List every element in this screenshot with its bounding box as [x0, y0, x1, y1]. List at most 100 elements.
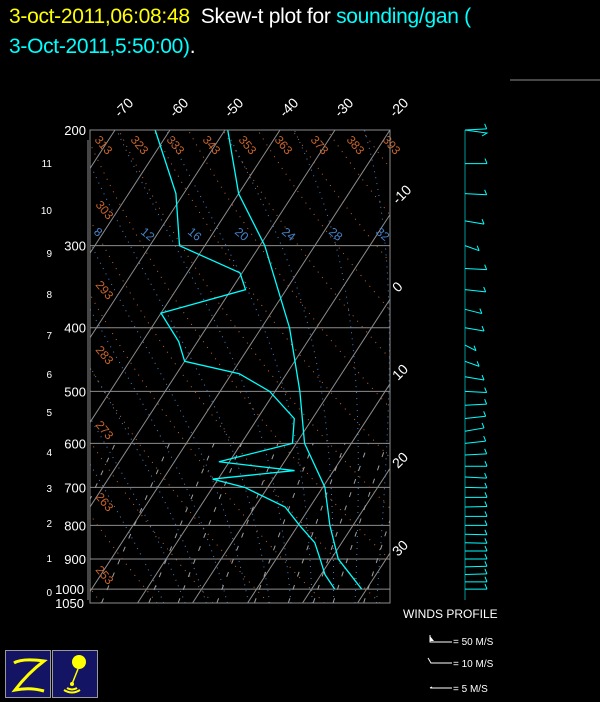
- dry-adiabat-label: 353: [236, 133, 260, 158]
- wind-barb-tick: [484, 448, 488, 455]
- sounding-source: sounding/gan (: [336, 5, 471, 28]
- pressure-tick-label: 900: [64, 552, 86, 567]
- isotherm: [192, 298, 390, 603]
- height-tick-label: 11: [42, 159, 53, 170]
- wind-barb-tick: [484, 545, 488, 552]
- wind-barb: [464, 220, 485, 225]
- dry-adiabat: [153, 130, 390, 459]
- wind-barb-tick: [484, 583, 488, 590]
- isotherm-label: -30: [331, 94, 357, 120]
- title-text: Skew-t plot for: [200, 5, 331, 28]
- moist-adiabat: [116, 130, 292, 603]
- wind-barb: [464, 486, 487, 489]
- wind-barb: [464, 193, 487, 196]
- isotherm: [0, 130, 5, 603]
- mixing-ratio-line: [101, 443, 170, 603]
- wind-barb-tick: [481, 422, 485, 429]
- wind-barb-tick: [473, 345, 477, 351]
- pressure-tick-label: 200: [64, 123, 86, 138]
- wind-barb-tick: [484, 398, 488, 405]
- height-tick-label: 4: [46, 448, 52, 459]
- isotherm: [90, 130, 281, 424]
- wind-barb: [464, 308, 482, 315]
- isotherm-label: 0: [389, 278, 406, 295]
- moist-adiabat: [90, 241, 250, 603]
- wind-barb: [464, 360, 480, 367]
- dry-adiabat: [0, 130, 46, 603]
- pressure-tick-label: 1050: [55, 596, 84, 611]
- height-tick-label: 6: [46, 370, 52, 381]
- mixing-ratio-line: [363, 518, 390, 603]
- wind-barb: [464, 327, 485, 332]
- moist-adiabat: [90, 416, 186, 603]
- wind-barb: [464, 245, 480, 252]
- isotherm: [90, 130, 116, 170]
- isotherm-label: 10: [389, 361, 411, 383]
- wind-barb: [464, 128, 487, 131]
- chart-title: 3-oct-2011,06:08:48 Skew-t plot for soun…: [9, 2, 599, 62]
- mixing-ratio-line: [332, 443, 388, 603]
- isotherm: [0, 130, 60, 603]
- mixing-ratio-line: [177, 443, 243, 603]
- wind-barb-tick: [484, 568, 488, 575]
- pressure-tick-label: 1000: [55, 582, 84, 597]
- isotherm-label: -60: [166, 94, 192, 120]
- wind-barb: [464, 415, 486, 420]
- pressure-tick-label: 800: [64, 518, 86, 533]
- height-tick-label: 1: [46, 554, 52, 565]
- wind-barb: [464, 427, 485, 432]
- mixing-ratio-line: [216, 443, 279, 603]
- wind-barb-tick: [484, 561, 488, 567]
- pressure-tick-label: 500: [64, 384, 86, 399]
- dry-adiabat: [326, 130, 390, 216]
- isotherm-label: -70: [111, 94, 137, 120]
- wind-barb: [464, 505, 487, 508]
- wind-barb-tick: [479, 308, 483, 314]
- z-logo[interactable]: [5, 650, 51, 698]
- wind-barb-tick: [483, 435, 487, 442]
- dewpoint-profile: [154, 130, 336, 590]
- wind-barb: [464, 440, 486, 444]
- dry-adiabat-label: 393: [380, 133, 404, 158]
- dry-adiabat-label: 303: [93, 198, 117, 223]
- dry-adiabat: [90, 141, 390, 561]
- plot-frame: [89, 129, 391, 604]
- height-tick-label: 3: [46, 484, 52, 495]
- wind-barb-tick: [476, 245, 480, 251]
- isotherm: [90, 130, 336, 508]
- legend-10: = 10 M/S: [453, 659, 494, 670]
- dry-adiabat-label: 273: [93, 418, 117, 443]
- isotherm: [302, 467, 390, 603]
- balloon-logo[interactable]: [52, 650, 98, 698]
- dry-adiabat: [90, 587, 102, 603]
- dry-adiabat-label: 383: [344, 133, 368, 158]
- wind-barb-tick: [483, 411, 487, 417]
- height-tick-label: 10: [41, 206, 53, 217]
- mixing-ratio-line: [312, 443, 369, 603]
- height-tick-label: 2: [46, 519, 52, 530]
- winds-legend-title: WINDS PROFILE: [403, 607, 498, 621]
- isotherm: [413, 130, 600, 603]
- timestamp: 3-oct-2011,06:08:48: [9, 5, 190, 28]
- wind-barb: [464, 289, 486, 293]
- wind-barb-tick: [484, 576, 488, 583]
- wind-barb: [464, 376, 485, 381]
- wind-barb: [464, 344, 477, 352]
- dry-adiabat: [90, 367, 269, 603]
- isotherm: [90, 130, 171, 254]
- wind-barb: [464, 565, 487, 568]
- wind-barb-tick: [484, 501, 488, 507]
- height-tick-label: 7: [46, 331, 52, 342]
- wind-barb: [464, 403, 487, 406]
- isotherm-label: 20: [389, 449, 411, 471]
- dry-adiabat-label: 293: [93, 278, 117, 303]
- pressure-tick-label: 400: [64, 321, 86, 336]
- wind-barb-tick: [484, 538, 488, 544]
- legend-50: = 50 M/S: [453, 637, 494, 648]
- dry-adiabat-label: 283: [93, 343, 117, 368]
- wind-barb-tick: [484, 520, 488, 526]
- wind-barb: [464, 267, 487, 271]
- moist-adiabat-label: 12: [138, 225, 157, 245]
- height-tick-label: 5: [46, 408, 52, 419]
